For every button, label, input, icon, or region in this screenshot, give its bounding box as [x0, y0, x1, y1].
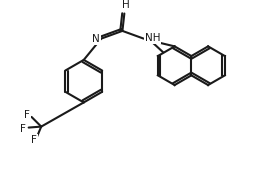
Text: F: F [24, 110, 30, 120]
Text: H: H [122, 0, 130, 10]
Text: NH: NH [145, 33, 160, 43]
Text: F: F [20, 124, 26, 134]
Text: O: O [120, 1, 129, 11]
Text: N: N [93, 34, 100, 44]
Text: F: F [31, 135, 37, 145]
